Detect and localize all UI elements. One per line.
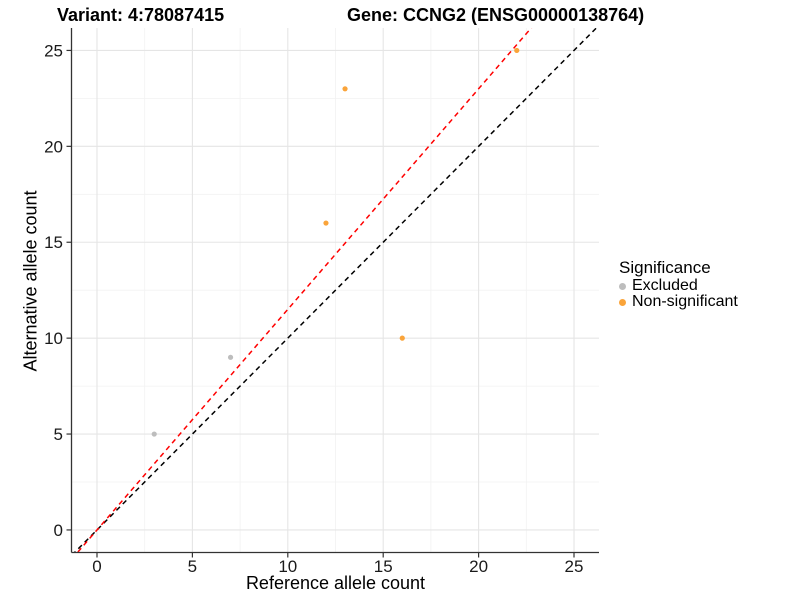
legend-items: Excluded Non-significant <box>619 278 738 310</box>
legend-item-excluded: Excluded <box>619 278 738 294</box>
tick-marks <box>66 49 575 558</box>
y-tick-label: 25 <box>44 41 63 60</box>
data-point-non-significant <box>514 47 520 54</box>
x-axis-title: Reference allele count <box>245 573 426 593</box>
x-tick-label: 10 <box>278 557 297 576</box>
y-tick-label: 5 <box>54 425 63 444</box>
legend-dot-icon <box>619 282 626 290</box>
y-tick-label: 10 <box>44 329 63 348</box>
gene-title: Gene: CCNG2 (ENSG00000138764) <box>347 5 645 25</box>
y-tick-label: 20 <box>44 137 63 156</box>
x-tick-label: 20 <box>469 557 488 576</box>
x-tick-label: 0 <box>92 557 101 576</box>
grid-minor <box>72 28 599 552</box>
y-tick-label: 15 <box>44 233 63 252</box>
legend-item-non-significant: Non-significant <box>619 294 738 310</box>
x-tick-label: 5 <box>188 557 197 576</box>
data-point-non-significant <box>342 86 348 92</box>
x-tick-label: 25 <box>565 557 584 576</box>
data-point-non-significant <box>323 220 329 226</box>
legend-dot-icon <box>619 298 626 306</box>
y-tick-label: 0 <box>54 521 63 540</box>
y-tick-labels: 0 5 10 15 20 25 <box>44 41 63 540</box>
y-axis-title: Alternative allele count <box>20 190 41 372</box>
data-point-non-significant <box>399 335 405 341</box>
grid-major <box>72 28 599 552</box>
x-tick-label: 15 <box>374 557 393 576</box>
legend-title: Significance <box>619 258 711 277</box>
identity-line <box>73 28 598 552</box>
axis-lines <box>70 28 599 554</box>
data-point-excluded <box>227 354 234 360</box>
data-point-excluded <box>151 431 157 437</box>
reference-lines <box>73 28 598 552</box>
variant-title: Variant: 4:78087415 <box>57 5 225 25</box>
data-points <box>151 47 520 437</box>
legend-item-label: Non-significant <box>632 293 738 310</box>
legend-item-label: Excluded <box>632 277 698 294</box>
x-tick-labels: 0 5 10 15 20 25 <box>92 557 583 576</box>
significance-legend: Significance Excluded Non-significant <box>619 258 738 310</box>
